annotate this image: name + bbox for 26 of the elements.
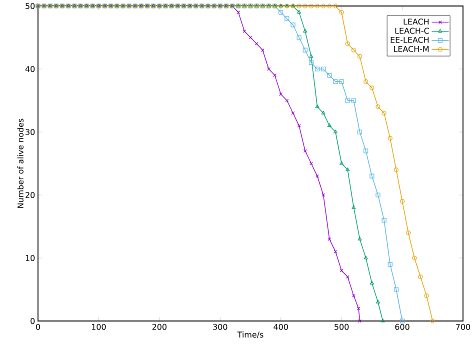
point [352,205,356,209]
point [322,193,326,197]
point [291,111,295,115]
point [303,28,308,32]
point [309,54,314,58]
point [327,123,332,127]
point [315,104,320,108]
point [254,42,258,46]
point [316,174,319,178]
point [297,10,302,14]
point [334,250,338,254]
point [376,300,380,304]
point [310,162,313,166]
point [267,67,270,71]
point [364,256,368,260]
point [370,280,374,284]
point [297,124,301,128]
point [333,130,338,134]
point [321,110,326,114]
point [242,29,246,33]
point [285,98,289,102]
point [358,236,362,240]
point [236,10,240,14]
point [279,92,283,96]
point [346,168,350,172]
point [340,161,344,165]
